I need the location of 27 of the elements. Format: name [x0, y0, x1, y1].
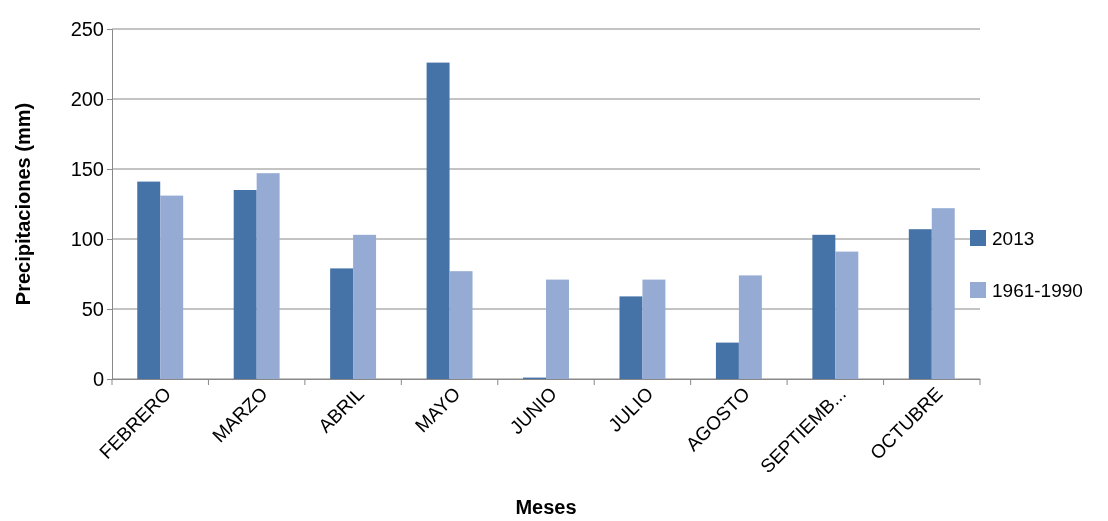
bar [715, 342, 739, 379]
y-tick-label: 250 [70, 17, 104, 40]
y-tick-label: 150 [70, 157, 104, 180]
y-tick-label: 50 [81, 297, 104, 320]
bar [426, 62, 450, 379]
bar [330, 268, 354, 379]
y-tick-label: 200 [70, 87, 104, 110]
bar [738, 275, 762, 379]
bar [812, 234, 836, 379]
bar [256, 173, 280, 379]
bar [449, 271, 473, 379]
bar [931, 208, 955, 379]
y-tick-label: 100 [70, 227, 104, 250]
bar [353, 234, 377, 379]
y-tick-label: 0 [92, 367, 104, 390]
bar [619, 296, 643, 379]
bar [908, 229, 932, 379]
x-axis-title: Meses [515, 496, 577, 518]
legend-label: 2013 [992, 228, 1035, 249]
bar [835, 251, 859, 379]
bar [546, 279, 569, 379]
legend-label: 1961-1990 [992, 280, 1083, 301]
bar [233, 190, 257, 379]
bar [642, 279, 666, 379]
bar [137, 181, 161, 379]
bar [160, 195, 184, 379]
y-axis-title: Precipitaciones (mm) [12, 102, 34, 306]
